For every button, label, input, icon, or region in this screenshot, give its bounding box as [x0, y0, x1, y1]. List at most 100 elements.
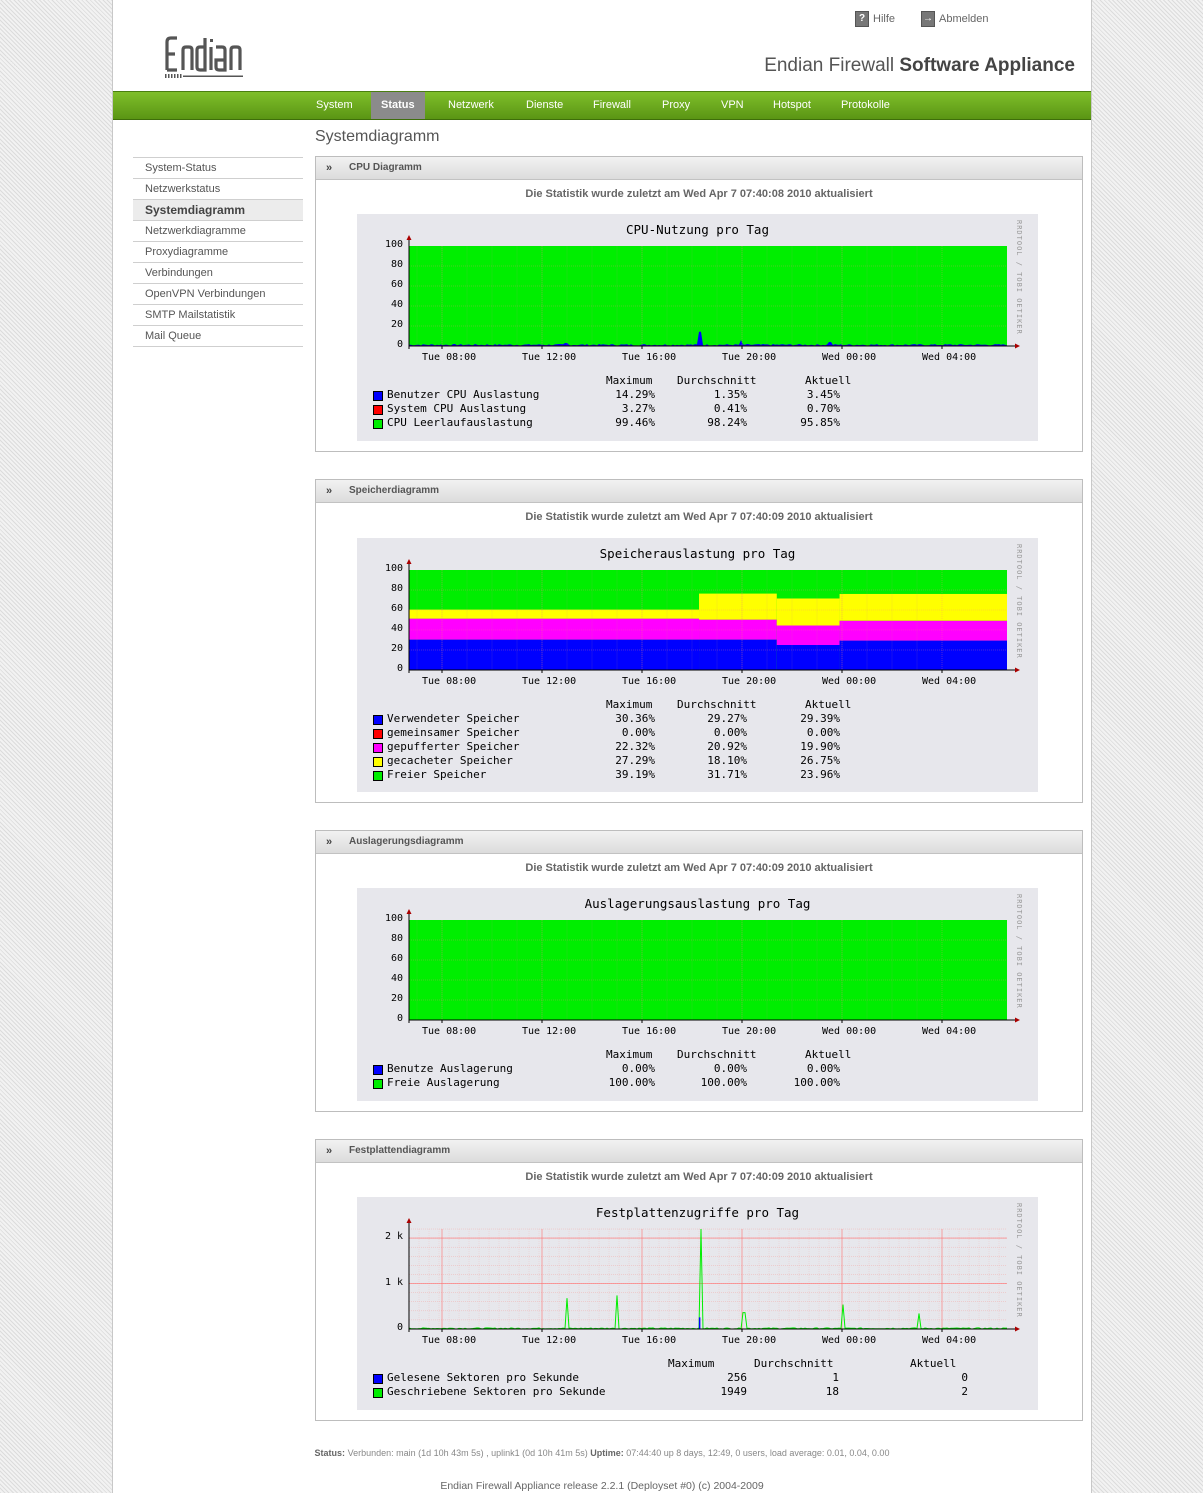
- legend-value-cur: 3.45%: [806, 388, 840, 401]
- chart-title: Festplattenzugriffe pro Tag: [595, 1205, 800, 1220]
- legend-swatch: [373, 743, 383, 753]
- sidebar-item-proxydiagramme[interactable]: Proxydiagramme: [133, 241, 303, 262]
- collapse-icon[interactable]: »: [326, 162, 333, 174]
- area-cached: [776, 598, 840, 626]
- graph-disk: Festplattenzugriffe pro Tag RRDTOOL / TOB…: [357, 1197, 1038, 1410]
- x-tick-label: Tue 20:00: [722, 1026, 777, 1037]
- legend-value-avg: 18: [825, 1385, 839, 1398]
- graph-mem: Speicherauslastung pro Tag RRDTOOL / TOBI…: [357, 538, 1038, 792]
- x-tick-label: Tue 12:00: [522, 352, 577, 363]
- collapse-icon[interactable]: »: [326, 1145, 333, 1157]
- legend-value-max: 30.36%: [615, 712, 655, 725]
- legend-value-cur: 100.00%: [793, 1076, 840, 1089]
- sidebar-item-netzwerkdiagramme[interactable]: Netzwerkdiagramme: [133, 220, 303, 241]
- panel-swap: » Auslagerungsdiagramm Die Statistik wurde…: [315, 830, 1083, 1112]
- legend-value-cur: 26.75%: [800, 754, 840, 767]
- help-label: Hilfe: [873, 13, 896, 25]
- legend-swatch: [373, 729, 383, 739]
- panel-header[interactable]: » Speicherdiagramm: [316, 480, 1082, 503]
- nav-item-status[interactable]: Status: [371, 92, 425, 119]
- nav-item-proxy[interactable]: Proxy: [662, 99, 691, 111]
- legend-swatch: [373, 757, 383, 767]
- nav-item-protokolle[interactable]: Protokolle: [841, 99, 890, 111]
- area-cached: [409, 609, 700, 619]
- x-axis-arrow: [1015, 1017, 1020, 1023]
- app-title-light: Endian Firewall: [764, 55, 895, 76]
- sidebar-item-system-status[interactable]: System-Status: [133, 157, 303, 178]
- y-axis-arrow: [406, 909, 412, 914]
- panel-header[interactable]: » Festplattendiagramm: [316, 1140, 1082, 1163]
- legend-series-name: CPU Leerlaufauslastung: [387, 416, 533, 429]
- area-background: [409, 246, 1007, 346]
- y-tick-label: 40: [390, 973, 403, 984]
- sidebar-item-verbindungen[interactable]: Verbindungen: [133, 262, 303, 283]
- status-label: Status:: [314, 1448, 346, 1458]
- legend-header-avg: Durchschnitt: [677, 1048, 757, 1061]
- y-axis-arrow: [406, 235, 412, 240]
- chart-title: Auslagerungsauslastung pro Tag: [584, 896, 811, 911]
- legend-value-avg: 1: [832, 1371, 839, 1384]
- legend-series-name: Gelesene Sektoren pro Sekunde: [387, 1371, 580, 1384]
- panel-header[interactable]: » CPU Diagramm: [316, 157, 1082, 180]
- legend-value-max: 3.27%: [621, 402, 655, 415]
- y-tick-label: 2 k: [384, 1231, 403, 1243]
- app-title: Endian Firewall Software Appliance: [764, 55, 1075, 77]
- help-icon: ?: [855, 11, 869, 27]
- x-tick-label: Tue 08:00: [422, 352, 477, 363]
- legend-swatch: [373, 1374, 383, 1384]
- nav-item-firewall[interactable]: Firewall: [593, 99, 631, 111]
- legend-value-max: 256: [727, 1371, 747, 1384]
- y-tick-label: 100: [384, 239, 403, 250]
- updated-text: Die Statistik wurde zuletzt am Wed Apr 7…: [525, 188, 873, 200]
- legend-series-name: gemeinsamer Speicher: [387, 726, 520, 739]
- legend-swatch: [373, 419, 383, 429]
- updated-text: Die Statistik wurde zuletzt am Wed Apr 7…: [525, 511, 873, 523]
- legend-value-cur: 2: [961, 1385, 968, 1398]
- panel-header[interactable]: » Auslagerungsdiagramm: [316, 831, 1082, 854]
- nav-item-system[interactable]: System: [316, 99, 353, 111]
- legend-header-avg: Durchschnitt: [677, 374, 757, 387]
- x-tick-label: Tue 12:00: [522, 1026, 577, 1037]
- collapse-icon[interactable]: »: [326, 836, 333, 848]
- chart-plot: [406, 1218, 1020, 1332]
- nav-item-dienste[interactable]: Dienste: [526, 99, 564, 111]
- sidebar-item-mail-queue[interactable]: Mail Queue: [133, 325, 303, 347]
- legend-series-name: Freie Auslagerung: [387, 1076, 500, 1089]
- nav-item-hotspot[interactable]: Hotspot: [773, 99, 811, 111]
- legend-value-avg: 0.00%: [713, 1062, 747, 1075]
- legend-header-cur: Aktuell: [805, 698, 852, 711]
- chart-plot: [406, 909, 1020, 1023]
- legend-value-max: 0.00%: [621, 1062, 655, 1075]
- x-axis-arrow: [1015, 343, 1020, 349]
- y-tick-label: 20: [390, 643, 403, 654]
- uptime-label: Uptime:: [590, 1448, 624, 1458]
- legend-header-max: Maximum: [606, 374, 653, 387]
- panel-title: Speicherdiagramm: [349, 485, 440, 496]
- sidebar-item-smtp-mailstatistik[interactable]: SMTP Mailstatistik: [133, 304, 303, 325]
- nav-item-vpn[interactable]: VPN: [721, 99, 744, 111]
- x-tick-label: Tue 08:00: [422, 1335, 477, 1346]
- rrdtool-credit: RRDTOOL / TOBI OETIKER: [1015, 1203, 1023, 1318]
- nav-item-netzwerk[interactable]: Netzwerk: [448, 99, 494, 111]
- legend-series-name: System CPU Auslastung: [387, 402, 527, 415]
- x-tick-label: Wed 00:00: [822, 1335, 877, 1346]
- legend-value-max: 27.29%: [615, 754, 655, 767]
- sidebar-item-netzwerkstatus[interactable]: Netzwerkstatus: [133, 178, 303, 199]
- collapse-icon[interactable]: »: [326, 485, 333, 497]
- updated-text: Die Statistik wurde zuletzt am Wed Apr 7…: [525, 1171, 873, 1183]
- legend-value-avg: 98.24%: [707, 416, 747, 429]
- sidebar-item-systemdiagramm[interactable]: Systemdiagramm: [133, 199, 303, 220]
- help-link[interactable]: ? Hilfe: [855, 11, 895, 27]
- sidebar-item-openvpn-verbindungen[interactable]: OpenVPN Verbindungen: [133, 283, 303, 304]
- logout-label: Abmelden: [939, 13, 989, 25]
- x-tick-label: Wed 04:00: [922, 676, 977, 687]
- legend-value-max: 22.32%: [615, 740, 655, 753]
- legend-swatch: [373, 1065, 383, 1075]
- logout-link[interactable]: → Abmelden: [921, 11, 989, 27]
- sidebar: System-Status Netzwerkstatus Systemdiagram…: [133, 157, 303, 347]
- x-axis-arrow: [1015, 1326, 1020, 1332]
- legend-value-max: 39.19%: [615, 768, 655, 781]
- y-tick-label: 20: [390, 319, 403, 330]
- x-tick-label: Tue 12:00: [522, 676, 577, 687]
- y-tick-label: 40: [390, 299, 403, 310]
